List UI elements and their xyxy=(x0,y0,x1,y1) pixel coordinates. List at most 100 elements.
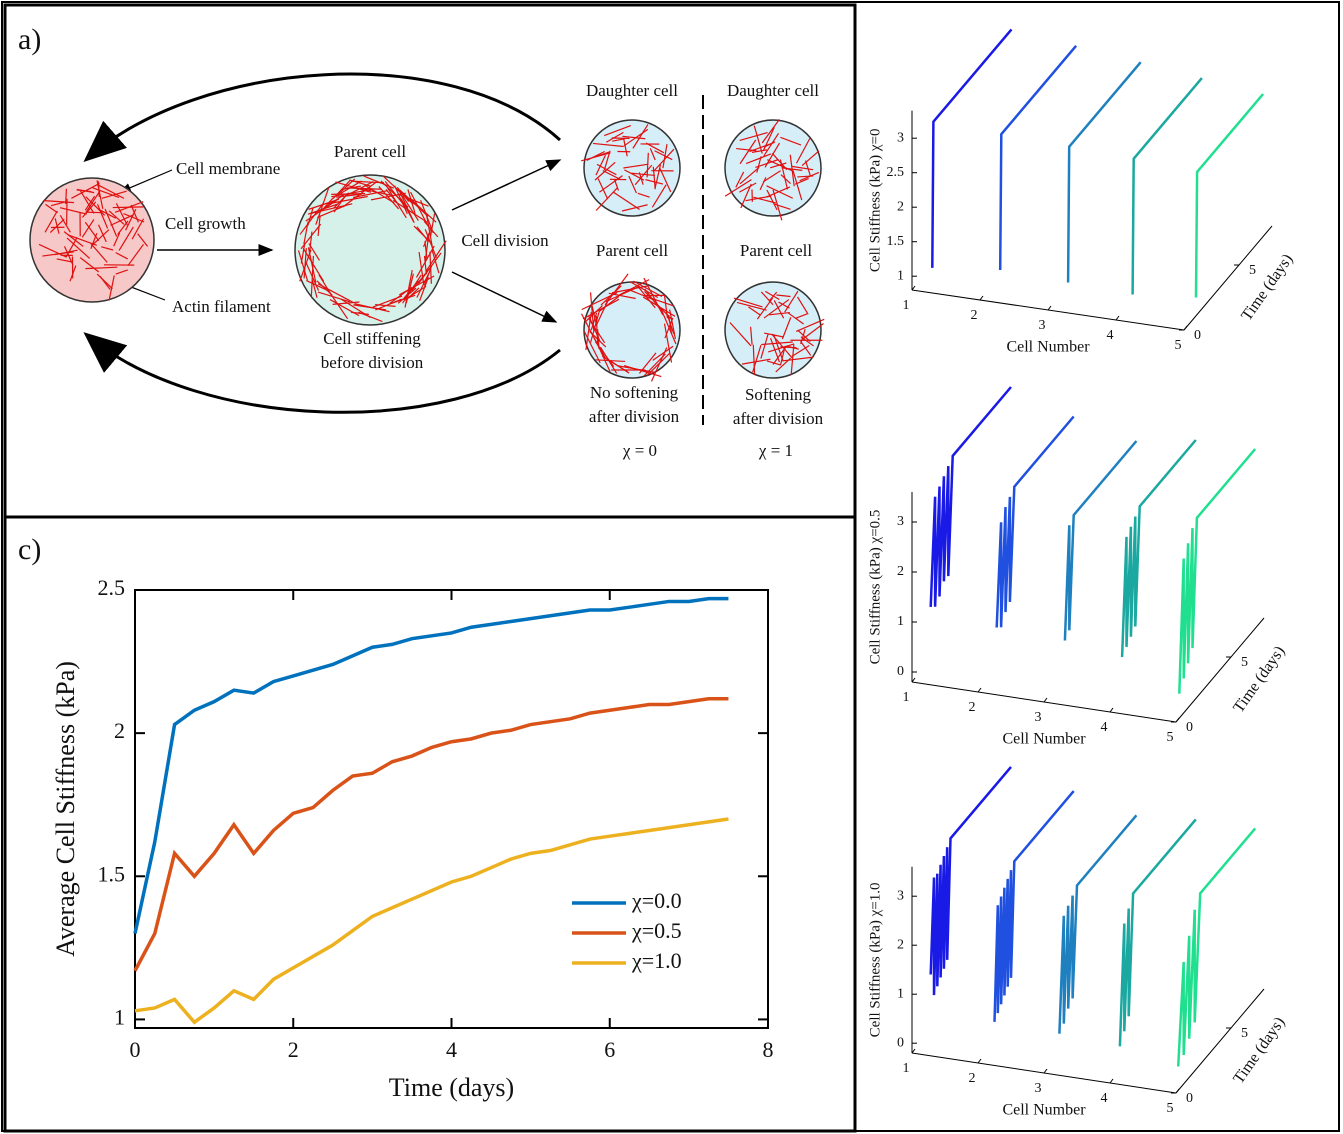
annotation: Cell growth xyxy=(165,214,246,233)
actin-filament xyxy=(795,318,825,332)
actin-filament xyxy=(49,218,65,233)
actin-filament xyxy=(597,178,609,200)
actin-filament xyxy=(402,196,419,221)
actin-filament xyxy=(297,250,308,281)
y-axis-label: Time (days) xyxy=(1238,251,1296,324)
axis-line xyxy=(1183,225,1273,331)
actin-filament xyxy=(311,203,353,214)
actin-filament xyxy=(760,291,774,306)
actin-filament xyxy=(645,142,665,154)
x-tick xyxy=(977,1058,982,1064)
actin-filament xyxy=(605,285,641,303)
actin-filament xyxy=(299,203,324,235)
z-tick-label: 3 xyxy=(897,888,904,903)
x-tick-label: 3 xyxy=(1039,318,1046,333)
actin-filament xyxy=(115,269,128,275)
stiffness-trace xyxy=(1118,818,1197,1047)
stiffness-trace xyxy=(1120,439,1197,658)
legend-label: χ=1.0 xyxy=(631,948,682,973)
actin-filament xyxy=(756,156,762,173)
x-tick-label: 4 xyxy=(446,1037,457,1062)
x-tick-label: 2 xyxy=(969,1071,976,1086)
actin-filament xyxy=(649,148,656,161)
x-axis-label: Cell Number xyxy=(1006,339,1090,356)
cycle-arrow xyxy=(83,332,561,414)
x-tick xyxy=(977,687,982,693)
x-tick xyxy=(1043,1068,1048,1074)
cycle-arrow xyxy=(83,72,562,162)
actin-filament xyxy=(773,333,784,362)
annotation: Cell division xyxy=(461,231,549,250)
actin-filament xyxy=(761,119,780,144)
actin-filament xyxy=(780,136,802,146)
legend-label: χ=0.5 xyxy=(631,918,682,943)
actin-filament xyxy=(113,232,121,247)
actin-filament xyxy=(326,195,368,205)
actin-filament xyxy=(115,252,128,260)
z-tick-label: 3 xyxy=(897,130,904,145)
data-line xyxy=(133,596,729,934)
actin-filament xyxy=(45,203,58,214)
actin-filament xyxy=(354,303,390,313)
y-tick-label: 0 xyxy=(1194,328,1201,343)
actin-filament xyxy=(762,127,775,152)
annotation: Daughter cell xyxy=(727,81,819,100)
actin-filament xyxy=(773,300,785,319)
actin-filament xyxy=(388,294,416,306)
actin-filament xyxy=(740,183,752,209)
stiffness-trace xyxy=(1176,827,1257,1067)
actin-filament xyxy=(769,162,787,169)
actin-filament xyxy=(392,199,428,223)
actin-filament xyxy=(654,164,662,189)
actin-filament xyxy=(101,246,114,251)
actin-filament xyxy=(424,229,437,258)
actin-filament xyxy=(364,184,395,204)
actin-filament xyxy=(96,183,125,199)
actin-filament xyxy=(96,273,113,290)
actin-filament xyxy=(299,249,312,282)
actin-filament xyxy=(749,141,775,153)
actin-filament xyxy=(332,301,360,305)
axis-line xyxy=(1175,988,1265,1094)
actin-filament xyxy=(739,182,757,193)
actin-filament xyxy=(416,226,430,242)
actin-filament xyxy=(605,131,624,143)
actin-filament xyxy=(769,311,790,316)
actin-filament xyxy=(745,153,772,165)
z-tick-label: 2 xyxy=(897,199,904,214)
actin-filament xyxy=(387,187,407,219)
actin-filament xyxy=(589,292,595,331)
actin-filament xyxy=(632,124,649,149)
actin-filament xyxy=(786,345,799,350)
actin-filament xyxy=(350,311,369,315)
annotation: Parent cell xyxy=(334,142,406,161)
actin-filament xyxy=(594,341,615,367)
actin-filament xyxy=(760,334,769,359)
actin-filament xyxy=(137,233,149,247)
actin-filament xyxy=(90,243,108,263)
actin-filament xyxy=(652,345,674,361)
actin-filament xyxy=(380,180,409,208)
actin-filament xyxy=(582,298,620,320)
actin-filament xyxy=(631,172,655,177)
actin-filament xyxy=(794,178,809,185)
z-tick-label: 3 xyxy=(897,514,904,529)
annotation: after division xyxy=(733,409,824,428)
actin-filament xyxy=(118,226,134,251)
actin-filament xyxy=(104,208,118,237)
y-tick-label: 1 xyxy=(114,1004,125,1029)
actin-filament xyxy=(320,197,334,212)
arrow xyxy=(451,271,558,323)
actin-filament xyxy=(407,189,416,214)
x-tick-label: 4 xyxy=(1101,720,1108,735)
annotation: Parent cell xyxy=(740,241,812,260)
x-tick-label: 3 xyxy=(1035,1081,1042,1096)
actin-filament xyxy=(336,193,362,198)
actin-filament xyxy=(417,252,442,285)
actin-filament xyxy=(791,344,810,357)
actin-filament xyxy=(751,149,768,153)
actin-filament xyxy=(739,139,757,165)
actin-filament xyxy=(764,142,781,168)
